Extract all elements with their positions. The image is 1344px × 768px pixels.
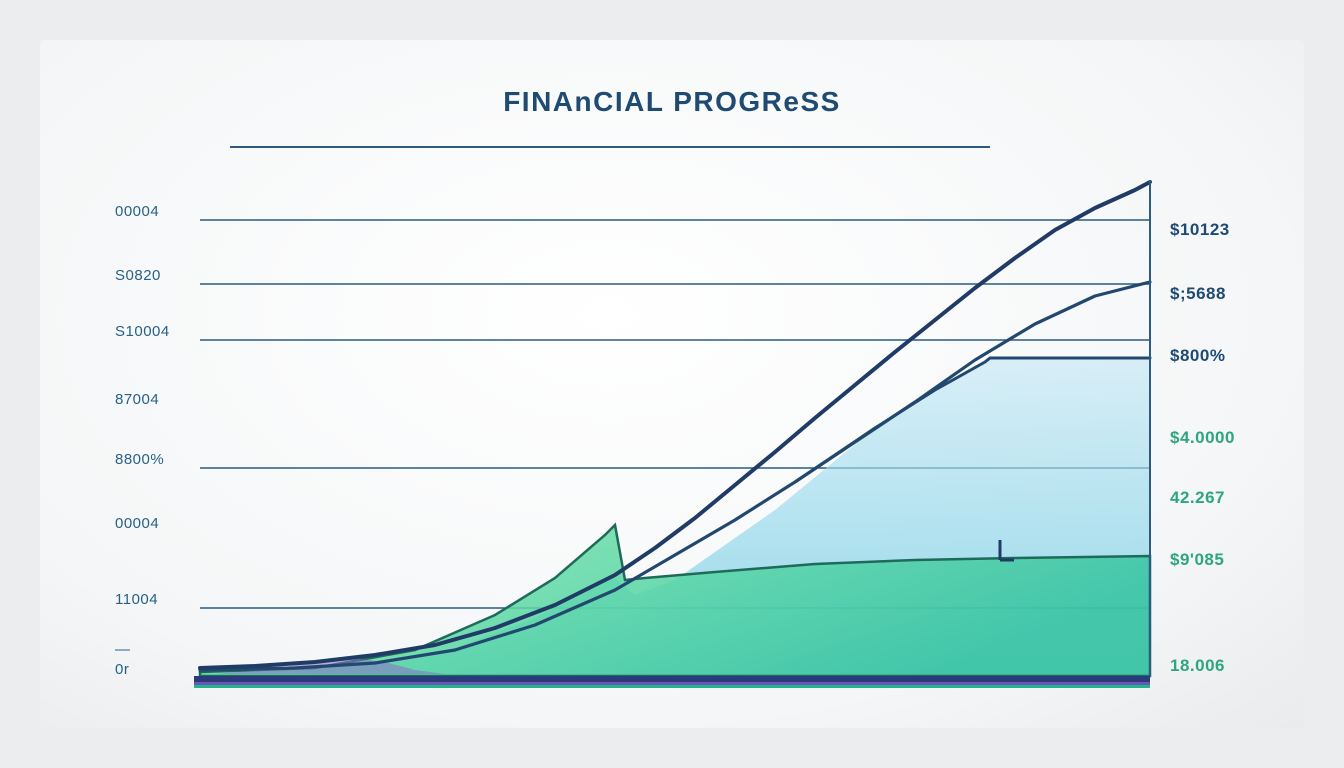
right-value-label: $4.0000	[1170, 428, 1235, 448]
baseline-band-2	[194, 685, 1150, 688]
chart-panel: FINAnCIAL PROGReSS 00004 S0820 S10004 87004…	[40, 40, 1304, 728]
right-value-label: 18.006	[1170, 656, 1225, 676]
y-axis-label: 11004	[115, 591, 158, 608]
right-value-label: 42.267	[1170, 488, 1225, 508]
baseline-band-0	[194, 676, 1150, 682]
title-underline	[230, 146, 990, 148]
y-axis-label: 00004	[115, 515, 159, 532]
right-value-label: $800%	[1170, 346, 1225, 366]
y-axis-label: —	[115, 641, 131, 658]
right-value-label: $;5688	[1170, 284, 1226, 304]
y-axis-label: 8800%	[115, 451, 164, 468]
chart-title: FINAnCIAL PROGReSS	[40, 86, 1304, 118]
baseline-band-1	[194, 682, 1150, 685]
right-value-label: $9'085	[1170, 550, 1224, 570]
financial-progress-chart: 00004S0820S10004870048800%0000411004—0r …	[115, 200, 1150, 690]
right-value-label: $10123	[1170, 220, 1230, 240]
y-axis-label: S10004	[115, 323, 170, 340]
y-axis-label: S0820	[115, 267, 161, 284]
y-axis-label: 0r	[115, 661, 129, 678]
y-axis-label: 00004	[115, 203, 159, 220]
y-axis-label: 87004	[115, 391, 159, 408]
